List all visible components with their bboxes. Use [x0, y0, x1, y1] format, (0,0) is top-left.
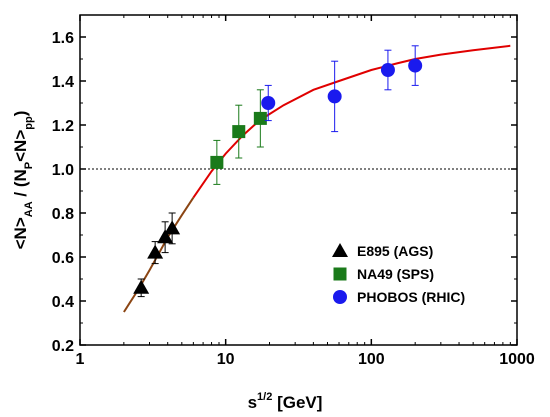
- x-tick-label: 1000: [499, 351, 535, 368]
- data-point-triangle: [164, 220, 181, 235]
- legend-label: PHOBOS (RHIC): [357, 289, 465, 305]
- legend-marker: [333, 290, 347, 304]
- y-axis-label-part: <N>: [11, 130, 30, 162]
- y-tick-label: 0.6: [52, 250, 74, 267]
- data-point-triangle: [133, 279, 150, 294]
- y-tick-label: 0.2: [52, 338, 74, 355]
- y-tick-label: 0.4: [52, 294, 74, 311]
- y-axis-label: <N>AA / (NP<N>pp): [11, 111, 35, 250]
- y-axis-label-sub: AA: [23, 201, 35, 217]
- legend-marker: [333, 267, 347, 281]
- data-point-circle: [408, 58, 423, 73]
- data-point-triangle: [157, 229, 174, 244]
- x-axis-label-sup: 1/2: [257, 391, 272, 403]
- y-axis-label-part: <N>: [11, 217, 30, 249]
- x-axis-label-base: s: [248, 393, 257, 412]
- x-tick-label: 100: [358, 351, 385, 368]
- y-tick-label: 1.4: [52, 74, 74, 91]
- y-tick-label: 1.6: [52, 30, 74, 47]
- y-tick-label: 1.2: [52, 118, 74, 135]
- x-axis-label: s1/2 [GeV]: [248, 391, 323, 412]
- data-point-triangle: [147, 244, 164, 259]
- y-axis-label-sub: pp: [23, 116, 35, 130]
- fit-curve-high: [192, 44, 511, 199]
- data-point-square: [232, 125, 246, 139]
- legend-marker: [332, 243, 348, 257]
- y-axis-label-part: / (N: [11, 169, 30, 201]
- x-tick-label: 10: [217, 351, 235, 368]
- x-axis-label-unit: [GeV]: [272, 393, 322, 412]
- data-point-circle: [261, 96, 276, 110]
- legend-label: NA49 (SPS): [357, 266, 434, 282]
- y-tick-label: 1.0: [52, 162, 74, 179]
- y-axis-label-part: ): [11, 111, 30, 117]
- y-tick-label: 0.8: [52, 206, 74, 223]
- x-tick-label: 1: [76, 351, 85, 368]
- plot-frame: [79, 14, 518, 346]
- legend-label: E895 (AGS): [357, 243, 433, 259]
- data-point-square: [210, 155, 224, 169]
- y-axis-label-sub: P: [23, 162, 35, 169]
- data-point-circle: [327, 89, 342, 104]
- data-point-square: [253, 111, 267, 125]
- data-point-circle: [380, 63, 395, 77]
